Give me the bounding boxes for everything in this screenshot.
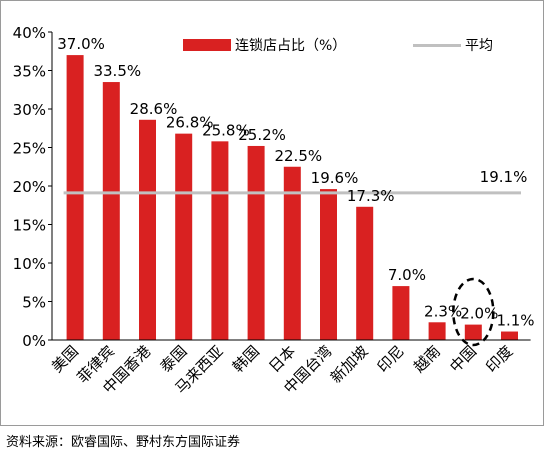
bar-美国 [66,55,84,340]
data-label-印尼: 7.0% [388,266,426,284]
bar-菲律宾 [102,82,120,341]
y-tick-label: 0% [22,332,46,350]
bar-韩国 [247,145,265,340]
data-label-印度: 1.1% [496,312,534,330]
average-data-label: 19.1% [480,168,528,186]
annotation [452,277,495,347]
legend-entry-bars: 连锁店占比（%） [183,35,346,55]
bar-印尼 [392,286,410,340]
data-label-越南: 2.3% [424,302,462,320]
data-label-日本: 22.5% [274,147,322,165]
bar-马来西亚 [211,141,229,340]
bar-日本 [283,166,301,340]
bar-新加坡 [356,206,374,340]
legend-swatch-average [413,43,461,47]
x-tick-label-新加坡: 新加坡 [327,342,372,387]
bars [66,55,518,341]
x-tick-label-韩国: 韩国 [229,342,263,376]
data-label-韩国: 25.2% [238,126,286,144]
data-label-菲律宾: 33.5% [93,62,141,80]
data-label-中国台湾: 19.6% [311,169,359,187]
x-tick-label-印度: 印度 [482,342,516,376]
source-note: 资料来源：欧睿国际、野村东方国际证券 [6,435,241,450]
y-tick-label: 15% [13,217,46,235]
x-tick-label-中国: 中国 [446,342,480,376]
bar-越南 [428,322,446,340]
bar-中国 [464,324,482,340]
x-tick-label-越南: 越南 [410,342,444,376]
legend-swatch-bars [183,39,231,51]
y-tick-label: 30% [13,101,46,119]
y-tick-label: 5% [22,294,46,312]
legend-entry-average: 平均 [413,35,493,55]
data-label-新加坡: 17.3% [347,187,395,205]
average-line-group: 19.1% [63,168,528,195]
y-tick-label: 35% [13,63,46,81]
bar-中国台湾 [320,189,337,340]
y-tick-label: 25% [13,140,46,158]
y-tick-label: 20% [13,178,46,196]
y-axis: 0% 5% 10% 15% 20% 25% 30% 35% 40% [13,24,53,350]
legend-label-bars: 连锁店占比（%） [235,38,347,54]
data-label-中国香港: 28.6% [130,100,178,118]
bar-chart: 0% 5% 10% 15% 20% 25% 30% 35% 40% 19.1% 37.0% 33.… [13,24,535,397]
data-label-中国: 2.0% [460,305,498,323]
bar-印度 [501,331,518,340]
data-labels: 37.0% 33.5% 28.6%26.8%25.8%25.2% 22.5% 19.6%… [57,35,534,329]
bar-泰国 [175,133,193,340]
legend-label-average: 平均 [465,38,493,54]
y-tick-label: 10% [13,255,46,273]
annotation-ellipse [452,277,495,347]
y-tick-label: 40% [13,24,46,42]
data-label-马来西亚: 25.8% [202,121,250,139]
data-label-美国: 37.0% [57,35,105,53]
bar-中国香港 [139,119,156,340]
data-label-泰国: 26.8% [166,114,214,132]
x-tick-label-印尼: 印尼 [374,342,408,376]
